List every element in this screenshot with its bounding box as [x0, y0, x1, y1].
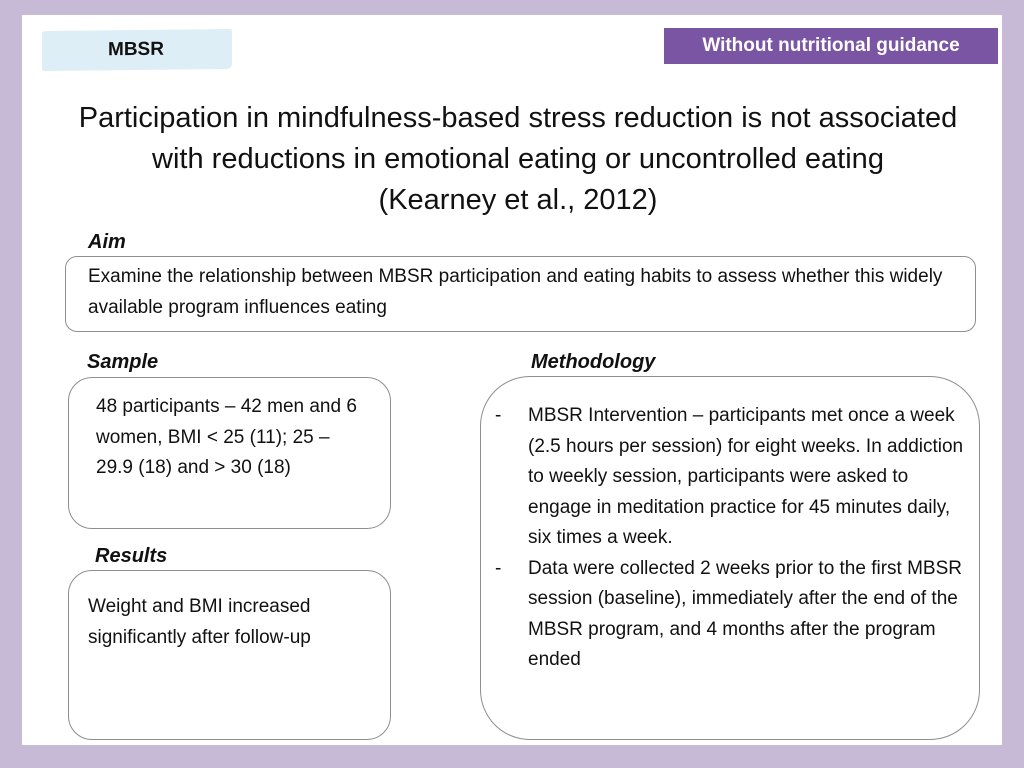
- sample-label: Sample: [87, 351, 159, 373]
- title-line-2: with reductions in emotional eating or u…: [152, 143, 884, 175]
- sample-box: 48 participants – 42 men and 6 women, BM…: [68, 377, 391, 529]
- methodology-list: MBSR Intervention – participants met onc…: [495, 401, 971, 676]
- aim-label: Aim: [88, 231, 126, 253]
- results-box: Weight and BMI increased significantly a…: [68, 570, 391, 740]
- aim-box: Examine the relationship between MBSR pa…: [65, 256, 976, 332]
- methodology-box: MBSR Intervention – participants met onc…: [480, 376, 980, 740]
- methodology-item: Data were collected 2 weeks prior to the…: [495, 554, 971, 676]
- topic-tag-label: MBSR: [108, 38, 164, 61]
- title-line-1: Participation in mindfulness-based stres…: [78, 102, 958, 134]
- slide-title: Participation in mindfulness-based stres…: [30, 98, 1006, 221]
- topic-tag: MBSR: [42, 29, 232, 71]
- results-label: Results: [95, 545, 168, 567]
- results-text: Weight and BMI increased significantly a…: [88, 596, 311, 648]
- title-line-3: (Kearney et al., 2012): [378, 184, 658, 216]
- methodology-label: Methodology: [531, 351, 656, 373]
- aim-text: Examine the relationship between MBSR pa…: [88, 266, 943, 318]
- condition-tag: Without nutritional guidance: [664, 28, 998, 64]
- methodology-item: MBSR Intervention – participants met onc…: [495, 401, 971, 554]
- condition-tag-label: Without nutritional guidance: [702, 35, 960, 56]
- sample-text: 48 participants – 42 men and 6 women, BM…: [96, 396, 357, 478]
